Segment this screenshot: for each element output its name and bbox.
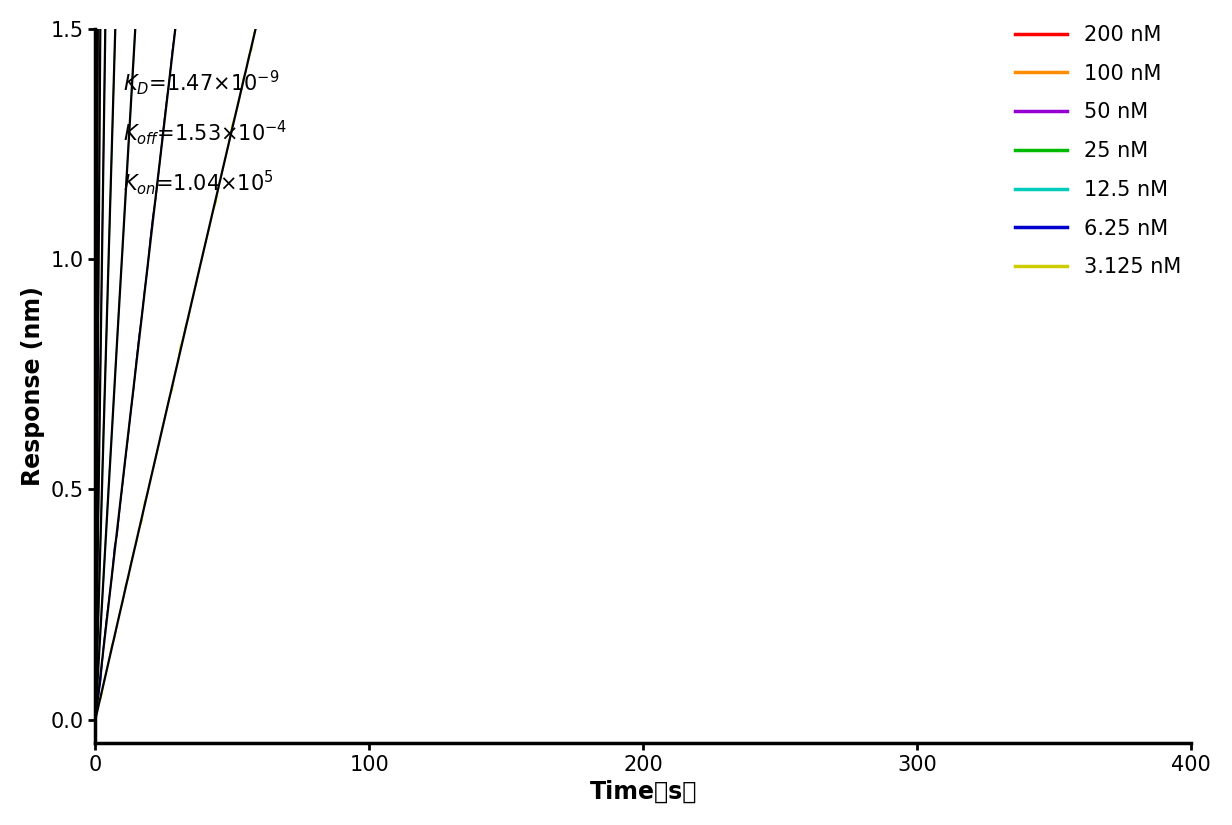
Line: 6.25 nM: 6.25 nM [95, 0, 1068, 717]
3.125 nM [87, 713, 102, 723]
Y-axis label: Response (nm): Response (nm) [21, 286, 44, 486]
3.125 nM [148, 454, 163, 464]
Text: $K_{off}$=1.53×10$^{-4}$: $K_{off}$=1.53×10$^{-4}$ [123, 118, 287, 147]
Line: 3.125 nM: 3.125 nM [95, 0, 1068, 718]
Line: 100 nM: 100 nM [95, 0, 1068, 721]
Line: 12.5 nM: 12.5 nM [95, 0, 1068, 724]
100 nM [87, 716, 102, 726]
6.25 nM [87, 712, 102, 722]
6.25 nM [148, 195, 163, 205]
25 nM [87, 717, 102, 727]
Text: $K_D$=1.47×10$^{-9}$: $K_D$=1.47×10$^{-9}$ [123, 68, 278, 97]
Line: 50 nM: 50 nM [95, 0, 1068, 720]
50 nM [87, 715, 102, 725]
12.5 nM [87, 719, 102, 728]
200 nM [87, 715, 102, 725]
Line: 200 nM: 200 nM [95, 0, 1068, 720]
Line: 25 nM: 25 nM [95, 0, 1068, 722]
Text: $K_{on}$=1.04×10$^{5}$: $K_{on}$=1.04×10$^{5}$ [123, 168, 274, 197]
X-axis label: Time（s）: Time（s） [590, 780, 697, 804]
Legend: 200 nM, 100 nM, 50 nM, 25 nM, 12.5 nM, 6.25 nM, 3.125 nM: 200 nM, 100 nM, 50 nM, 25 nM, 12.5 nM, 6… [1015, 25, 1181, 277]
